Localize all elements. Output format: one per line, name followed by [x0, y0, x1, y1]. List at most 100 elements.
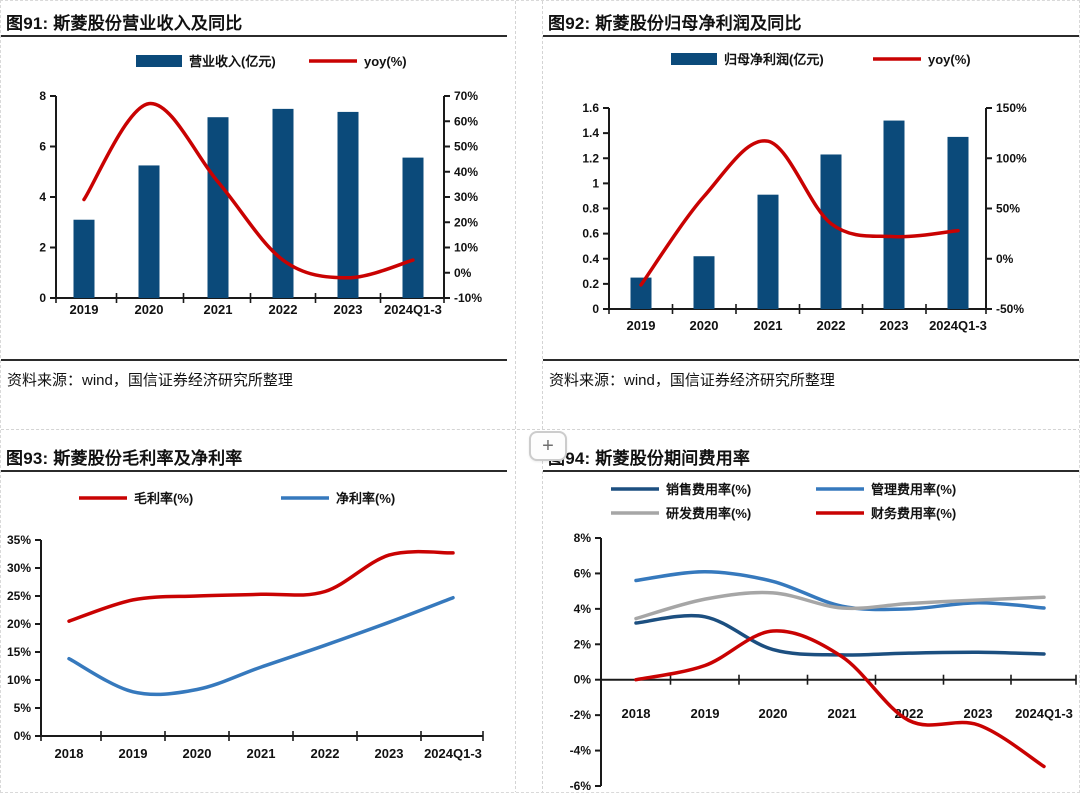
figure-title-fig91: 图91: 斯菱股份营业收入及同比 — [1, 1, 507, 37]
svg-text:2021: 2021 — [828, 706, 857, 721]
svg-text:销售费用率(%): 销售费用率(%) — [666, 482, 751, 497]
svg-text:-2%: -2% — [570, 708, 592, 722]
svg-text:2020: 2020 — [690, 318, 719, 333]
svg-text:0%: 0% — [996, 252, 1014, 266]
svg-text:70%: 70% — [454, 89, 478, 103]
svg-text:100%: 100% — [996, 151, 1027, 165]
svg-text:0.2: 0.2 — [582, 277, 599, 291]
svg-text:归母净利润(亿元): 归母净利润(亿元) — [724, 52, 824, 67]
svg-text:8%: 8% — [574, 531, 592, 545]
y-axis-labels: -50% 0% 50% 100% 150% — [986, 101, 1027, 316]
svg-text:2021: 2021 — [754, 318, 783, 333]
y-axis-labels: -10% 0% 10% 20% 30% 40% 50% 60% 70% — [444, 89, 482, 305]
legend-item-0: 毛利率(%) — [79, 491, 193, 506]
fig94-chart: -6%-4%-2%0%2%4%6%8%2018 2019 2020 2021 2022 2… — [570, 482, 1077, 792]
svg-text:35%: 35% — [7, 533, 31, 547]
svg-text:0%: 0% — [14, 729, 32, 743]
fig93-chart: 0%5%10%15%20%25%30%35%2018 2019 2020 2021 20… — [7, 491, 484, 761]
svg-text:1.2: 1.2 — [582, 151, 599, 165]
legend-item-2: 研发费用率(%) — [611, 506, 751, 521]
series-line-毛利率(%) — [67, 549, 455, 623]
legend: 归母净利润(亿元) yoy(%) — [671, 52, 971, 67]
svg-text:4: 4 — [39, 190, 46, 204]
svg-text:-4%: -4% — [570, 744, 592, 758]
source-note-fig91: 资料来源：wind，国信证券经济研究所整理 — [1, 359, 507, 429]
svg-text:50%: 50% — [996, 202, 1020, 216]
panel-fig94: 图94: 斯菱股份期间费用率 -6% -4% -2% 0% 2% 4% 6% 8% 2018 20… — [543, 429, 1079, 792]
svg-text:10%: 10% — [7, 673, 31, 687]
svg-text:0: 0 — [39, 291, 46, 305]
svg-text:50%: 50% — [454, 140, 478, 154]
series-line-管理费用率(%) — [634, 569, 1046, 612]
legend-item-1: yoy(%) — [873, 52, 971, 67]
y-axis-labels: -6% -4% -2% 0% 2% 4% 6% 8% — [570, 531, 601, 792]
svg-text:30%: 30% — [454, 190, 478, 204]
legend-item-0: 销售费用率(%) — [611, 482, 751, 497]
legend-item-0: 归母净利润(亿元) — [671, 52, 824, 67]
panel-fig93: 图93: 斯菱股份毛利率及净利率 0% 5% 10% 15% 20% 25% 30% 35% 2… — [1, 429, 507, 792]
svg-text:-10%: -10% — [454, 291, 482, 305]
legend-item-0: 营业收入(亿元) — [136, 54, 276, 69]
svg-text:6: 6 — [39, 140, 46, 154]
svg-text:2020: 2020 — [135, 302, 164, 317]
svg-text:yoy(%): yoy(%) — [928, 52, 971, 67]
column-divider-dashed — [542, 1, 543, 792]
svg-text:2020: 2020 — [183, 746, 212, 761]
svg-text:2019: 2019 — [627, 318, 656, 333]
svg-text:管理费用率(%): 管理费用率(%) — [871, 482, 956, 497]
svg-text:-50%: -50% — [996, 302, 1024, 316]
series-line-yoy(%) — [82, 101, 415, 280]
legend-item-1: 净利率(%) — [281, 491, 395, 506]
svg-text:150%: 150% — [996, 101, 1027, 115]
svg-text:财务费用率(%): 财务费用率(%) — [871, 506, 956, 521]
svg-text:4%: 4% — [574, 602, 592, 616]
svg-text:2024Q1-3: 2024Q1-3 — [1015, 706, 1073, 721]
series-line-财务费用率(%) — [634, 629, 1046, 769]
svg-text:10%: 10% — [454, 241, 478, 255]
svg-text:0.4: 0.4 — [582, 252, 599, 266]
svg-text:0%: 0% — [454, 266, 472, 280]
svg-text:0.6: 0.6 — [582, 227, 599, 241]
svg-text:30%: 30% — [7, 561, 31, 575]
row-divider-dashed — [1, 429, 1079, 430]
fig91-chart: 0 2 4 6 8 -10% 0% 10% 20% 30% 40% 50% 60% 70% 2019 2020… — [39, 54, 482, 317]
axes — [40, 540, 483, 737]
svg-text:2%: 2% — [574, 637, 592, 651]
legend-item-1: 管理费用率(%) — [816, 482, 956, 497]
svg-text:2023: 2023 — [375, 746, 404, 761]
svg-text:2024Q1-3: 2024Q1-3 — [424, 746, 482, 761]
svg-text:25%: 25% — [7, 589, 31, 603]
svg-text:0.8: 0.8 — [582, 202, 599, 216]
column-divider-dashed — [515, 1, 516, 792]
legend: 毛利率(%) 净利率(%) — [79, 491, 395, 506]
series-line-销售费用率(%) — [634, 613, 1046, 657]
x-axis-ticks — [55, 293, 445, 303]
svg-text:2022: 2022 — [817, 318, 846, 333]
svg-text:0%: 0% — [574, 673, 592, 687]
y-axis-labels: 0% 5% 10% 15% 20% 25% 30% 35% — [7, 533, 41, 743]
svg-text:2024Q1-3: 2024Q1-3 — [929, 318, 987, 333]
figure-title-fig92: 图92: 斯菱股份归母净利润及同比 — [543, 1, 1079, 37]
legend: 销售费用率(%) 管理费用率(%) 研发费用率(%) 财务费用率(%) — [611, 482, 956, 521]
series-line-净利率(%) — [67, 595, 455, 697]
svg-text:2022: 2022 — [269, 302, 298, 317]
zoom-in-button[interactable]: + — [529, 431, 567, 461]
svg-text:0: 0 — [592, 302, 599, 316]
legend: 营业收入(亿元) yoy(%) — [136, 54, 407, 69]
svg-text:60%: 60% — [454, 114, 478, 128]
x-axis-labels: 2018 2019 2020 2021 2022 2023 2024Q1-3 — [55, 746, 482, 761]
svg-text:15%: 15% — [7, 645, 31, 659]
series-bars-营业收入(亿元) — [73, 108, 424, 299]
svg-text:20%: 20% — [7, 617, 31, 631]
series-line-研发费用率(%) — [634, 590, 1046, 621]
svg-text:2023: 2023 — [880, 318, 909, 333]
fig92-chart: 0 0.2 0.4 0.6 0.8 1 1.2 1.4 1.6 -50% 0% 50% 100% 150%… — [582, 52, 1027, 333]
svg-text:2019: 2019 — [70, 302, 99, 317]
legend-item-3: 财务费用率(%) — [816, 506, 956, 521]
svg-text:净利率(%): 净利率(%) — [336, 491, 395, 506]
svg-text:1: 1 — [592, 176, 599, 190]
svg-text:8: 8 — [39, 89, 46, 103]
series-line-yoy(%) — [639, 139, 960, 287]
svg-text:营业收入(亿元): 营业收入(亿元) — [189, 54, 276, 69]
